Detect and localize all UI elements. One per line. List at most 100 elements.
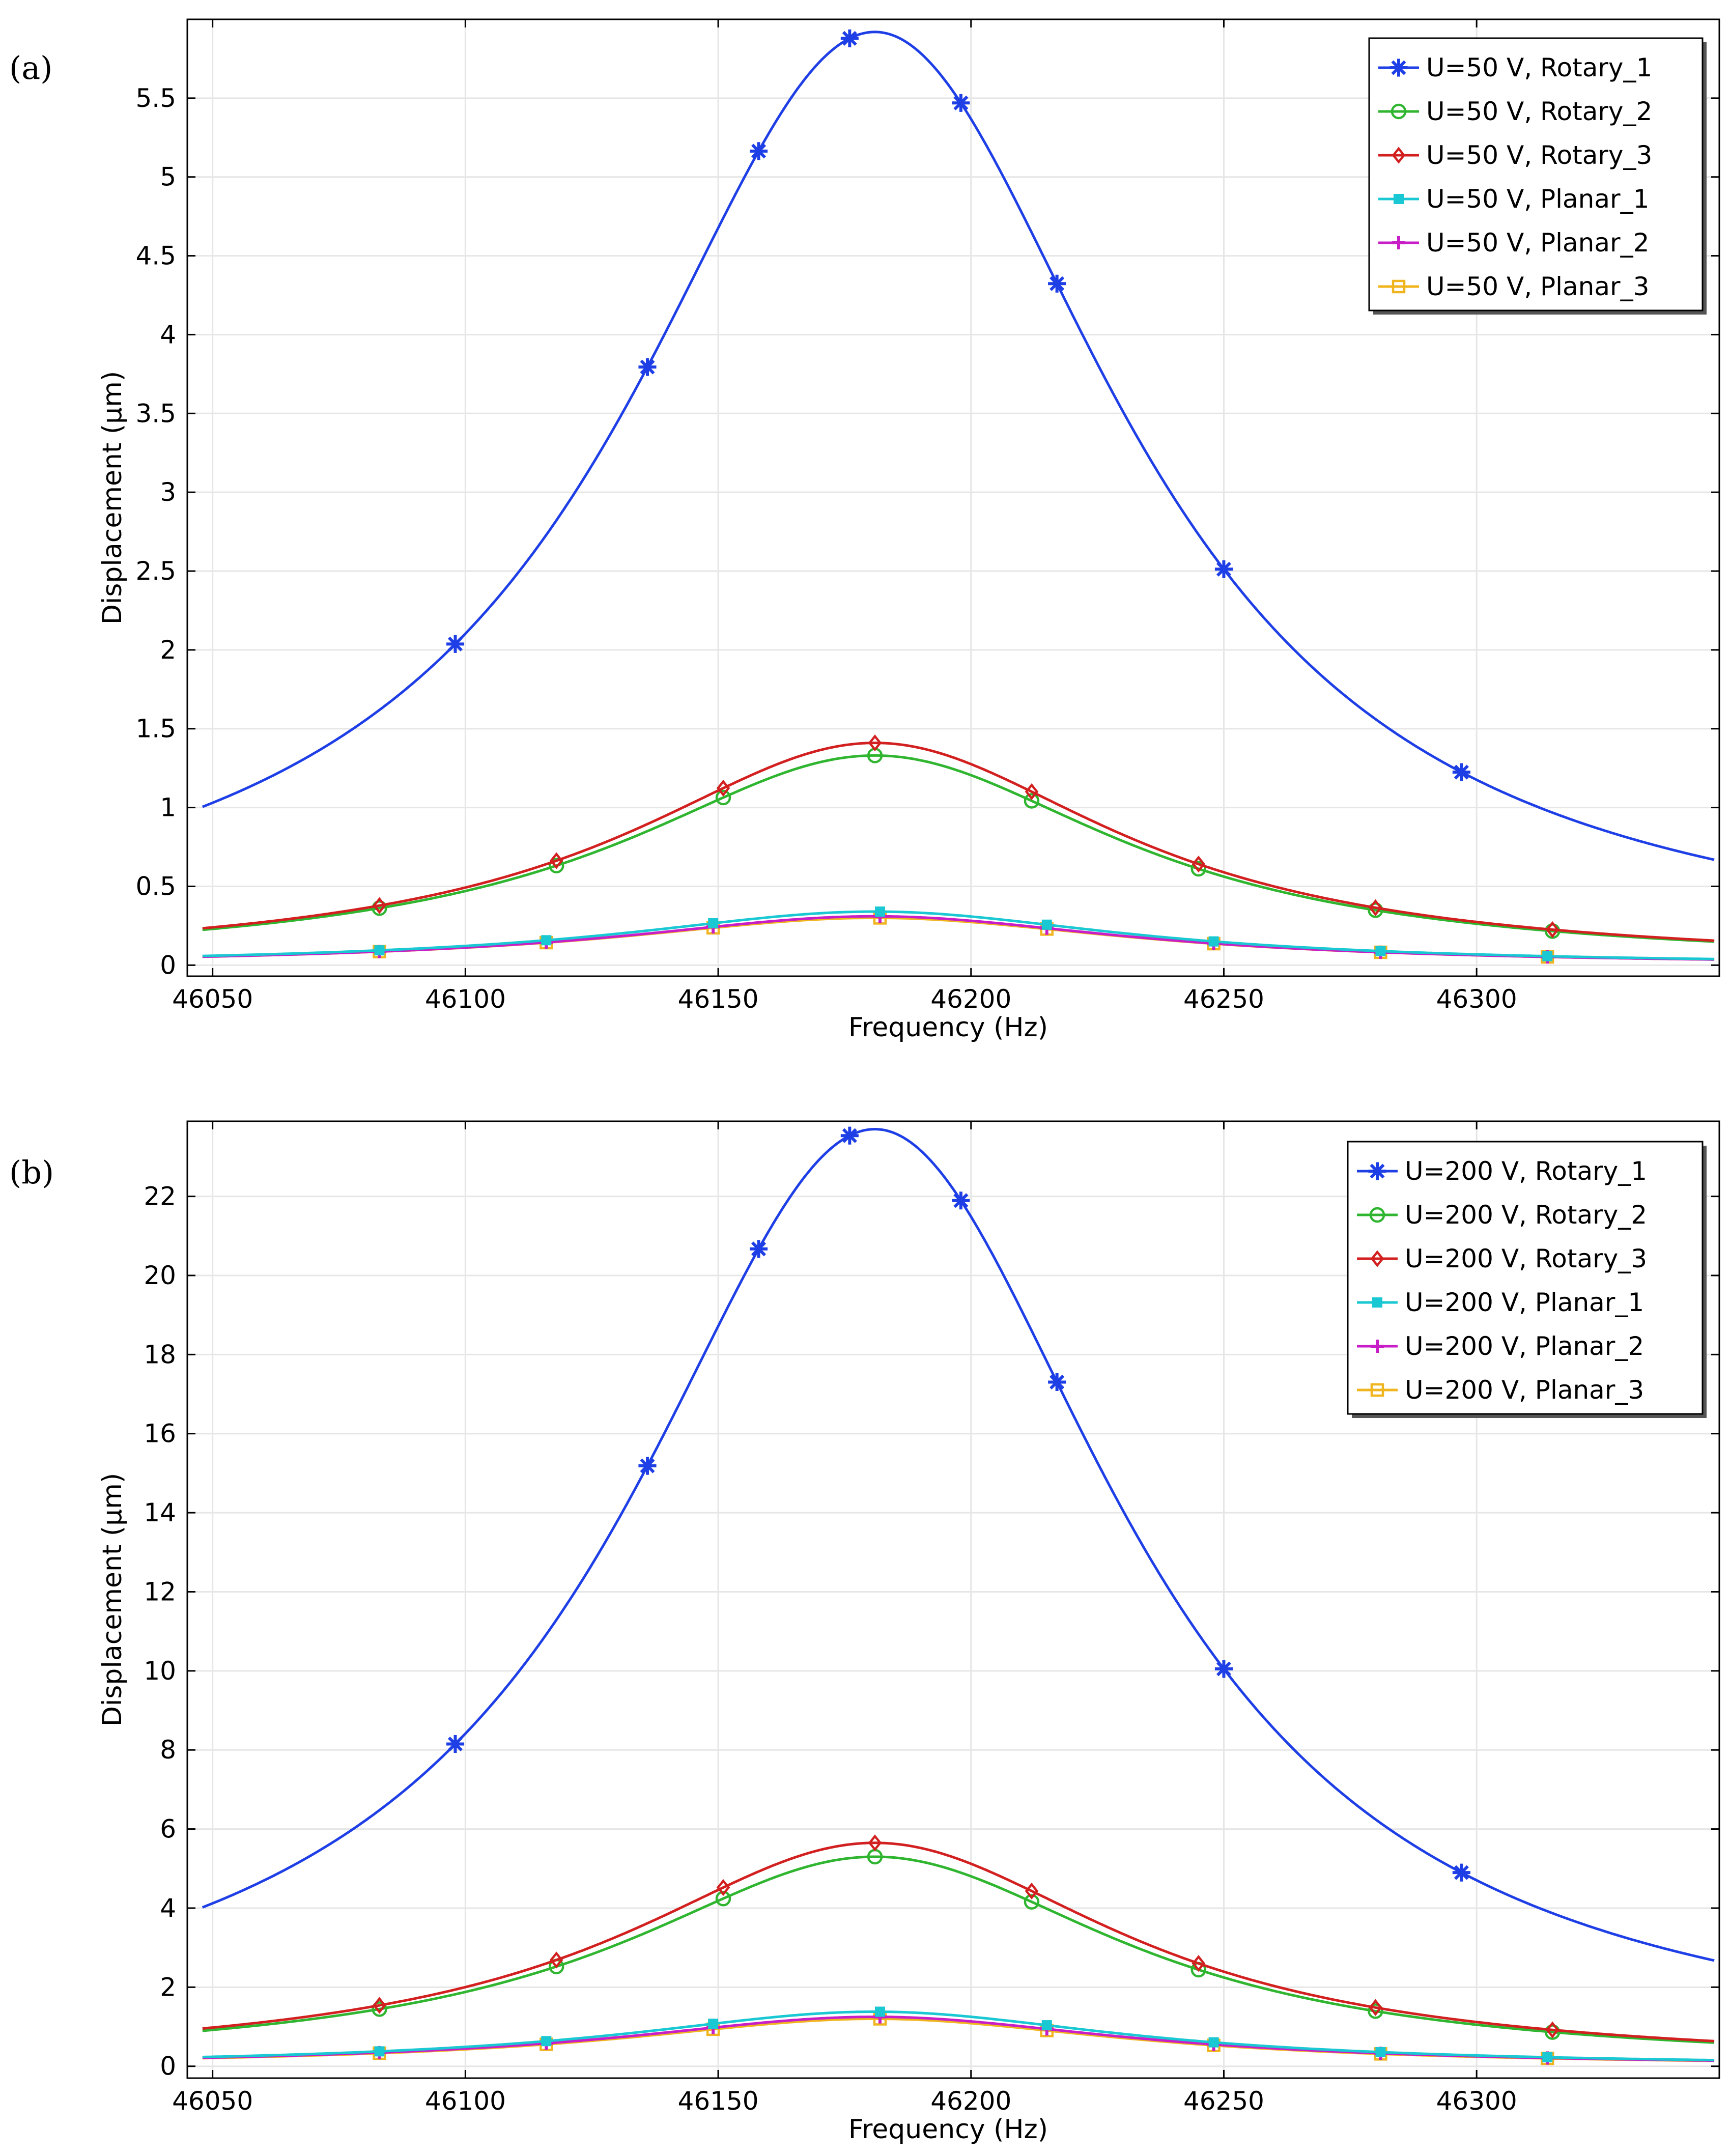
data-point	[374, 945, 385, 956]
legend-label: U=50 V, Rotary_2	[1426, 97, 1652, 126]
data-point	[541, 935, 552, 946]
data-point	[1214, 1660, 1233, 1678]
y-tick-label: 0	[160, 2052, 176, 2081]
panel-label: (a)	[9, 49, 52, 87]
data-point	[1545, 2021, 1559, 2038]
x-axis-title: Frequency (Hz)	[848, 1012, 1048, 1043]
data-point	[1024, 1894, 1040, 1910]
legend-item: U=50 V, Rotary_2	[1378, 97, 1652, 126]
x-tick-label: 46300	[1436, 984, 1517, 1014]
x-axis: 46050 46100 46150 46200 46250 46300 Frequency …	[172, 19, 1517, 1043]
legend-item: U=50 V, Planar_3	[1378, 272, 1649, 301]
series-line	[202, 2010, 1715, 2062]
data-point	[1048, 1373, 1066, 1392]
data-point	[708, 918, 719, 928]
data-point	[1375, 2047, 1386, 2057]
x-tick-label: 46250	[1183, 2086, 1264, 2116]
y-tick-label: 1.5	[135, 714, 176, 744]
legend-item: U=200 V, Planar_3	[1357, 1375, 1644, 1405]
series-line	[202, 742, 1715, 942]
legend-item: U=50 V, Planar_2	[1378, 228, 1649, 258]
y-tick-label: 1	[160, 793, 176, 822]
series-line	[202, 910, 1715, 960]
data-point	[840, 1126, 859, 1145]
axis-frame	[186, 1120, 1720, 2079]
series-line	[202, 1855, 1715, 2044]
data-point	[874, 2006, 885, 2017]
legend-item: U=200 V, Planar_1	[1357, 1288, 1644, 1317]
data-point	[549, 1951, 563, 1969]
x-tick-label: 46150	[678, 2086, 759, 2116]
data-point	[446, 1735, 465, 1753]
legend-marker	[1369, 1207, 1385, 1223]
data-point	[715, 789, 731, 806]
data-point	[749, 1240, 768, 1258]
legend-label: U=200 V, Rotary_2	[1405, 1200, 1647, 1230]
data-point	[373, 1997, 386, 2014]
legend-item: U=50 V, Planar_1	[1378, 184, 1649, 214]
data-point	[638, 358, 657, 376]
y-axis-title: Displacement (µm)	[97, 371, 128, 625]
legend-item: U=200 V, Rotary_1	[1357, 1156, 1647, 1186]
y-tick-label: 4.5	[135, 241, 176, 271]
y-tick-label: 18	[144, 1340, 176, 1369]
y-tick-label: 3.5	[135, 399, 176, 428]
data-point	[1368, 902, 1383, 918]
legend-item: U=200 V, Rotary_3	[1357, 1244, 1647, 1273]
legend-label: U=200 V, Planar_3	[1405, 1375, 1644, 1405]
chart-panel-a: (a) 46050 46100 46150 46200 46250 46300 Frequen…	[9, 18, 1720, 1043]
y-tick-label: 2	[160, 635, 176, 665]
data-point	[840, 29, 859, 47]
data-point	[1368, 2003, 1383, 2019]
y-tick-label: 12	[144, 1577, 176, 1606]
data-point	[374, 2046, 385, 2057]
series-u-200-v-rotary-1	[202, 1126, 1715, 1962]
data-point	[1544, 2024, 1561, 2040]
legend-marker	[1394, 194, 1404, 204]
y-tick-label: 0.5	[135, 871, 176, 901]
legend-marker	[1368, 1162, 1386, 1180]
legend-label: U=50 V, Rotary_1	[1426, 53, 1652, 82]
series-u-50-v-rotary-3	[202, 734, 1715, 942]
data-point	[1452, 1863, 1470, 1882]
data-point	[1214, 560, 1233, 578]
panel-label: (b)	[9, 1154, 54, 1191]
y-axis: 0 0.5 1 1.5 2 2.5 3 3.5 4 4.5 5 5.5 Displacement (µm…	[97, 83, 1719, 980]
data-point	[874, 906, 885, 917]
data-point	[1545, 921, 1559, 939]
y-tick-label: 5	[160, 162, 176, 192]
data-point	[1024, 793, 1040, 809]
data-point	[868, 1834, 882, 1852]
data-point	[715, 1890, 731, 1907]
y-tick-label: 2.5	[135, 556, 176, 586]
data-point	[952, 94, 970, 112]
legend: U=200 V, Rotary_1 U=200 V, Rotary_2 U=200 …	[1347, 1141, 1707, 1418]
y-tick-label: 4	[160, 1893, 176, 1923]
x-tick-label: 46250	[1183, 984, 1264, 1014]
legend-marker	[1392, 236, 1405, 249]
data-point	[548, 858, 564, 873]
legend-label: U=50 V, Planar_2	[1426, 228, 1649, 258]
plot-area	[202, 1126, 1715, 2065]
data-point	[1542, 2052, 1553, 2062]
axis-frame	[186, 18, 1720, 977]
data-point	[749, 142, 768, 160]
legend-item: U=50 V, Rotary_3	[1378, 140, 1652, 170]
y-tick-label: 20	[144, 1261, 176, 1290]
series-line	[202, 754, 1715, 943]
data-point	[372, 900, 387, 916]
data-point	[638, 1457, 657, 1475]
legend-marker	[1391, 103, 1407, 120]
data-point	[708, 2019, 719, 2029]
data-point	[446, 635, 465, 653]
data-point	[1025, 783, 1039, 801]
y-tick-label: 8	[160, 1735, 176, 1765]
x-tick-label: 46050	[172, 984, 253, 1014]
x-tick-label: 46200	[930, 984, 1011, 1014]
y-axis-title: Displacement (µm)	[97, 1473, 128, 1726]
data-point	[952, 1192, 970, 1210]
legend-marker	[1371, 1340, 1384, 1353]
x-tick-label: 46100	[425, 2086, 506, 2116]
legend-box	[1368, 37, 1704, 311]
data-point	[541, 2036, 552, 2047]
